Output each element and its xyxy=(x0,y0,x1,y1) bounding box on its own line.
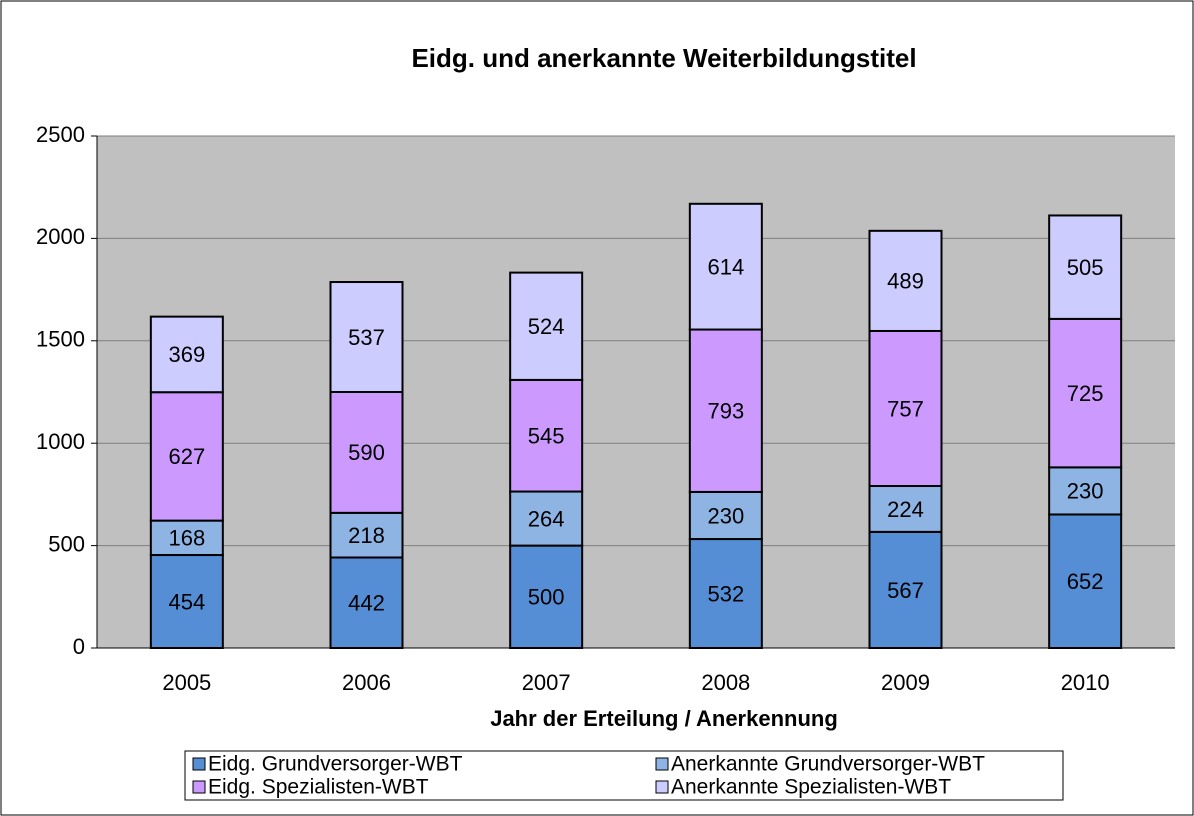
data-label: 590 xyxy=(348,440,385,465)
bar-segment xyxy=(688,538,763,649)
x-tick-label: 2007 xyxy=(522,670,571,695)
bar-segment xyxy=(509,544,584,649)
data-label: 218 xyxy=(348,523,385,548)
x-tick-label: 2006 xyxy=(342,670,391,695)
data-label: 532 xyxy=(707,581,744,606)
bar-segment xyxy=(1048,466,1123,516)
bar-segment xyxy=(329,556,404,649)
y-tick-label: 2500 xyxy=(36,122,85,147)
data-label: 757 xyxy=(887,396,924,421)
y-tick-label: 1000 xyxy=(36,429,85,454)
data-label: 793 xyxy=(707,399,744,424)
plot-area xyxy=(97,136,1175,648)
data-label: 489 xyxy=(887,269,924,294)
data-label: 545 xyxy=(528,424,565,449)
y-tick-label: 2000 xyxy=(36,224,85,249)
legend-label: Anerkannte Grundversorger-WBT xyxy=(671,753,985,776)
data-label: 524 xyxy=(528,314,565,339)
legend-label: Anerkannte Spezialisten-WBT xyxy=(671,776,951,799)
x-tick-label: 2009 xyxy=(881,670,930,695)
legend-label: Eidg. Spezialisten-WBT xyxy=(208,776,429,799)
data-label: 500 xyxy=(528,585,565,610)
data-label: 725 xyxy=(1067,381,1104,406)
bar-segment xyxy=(149,315,224,394)
x-axis-title: Jahr der Erteilung / Anerkennung xyxy=(490,706,838,731)
bar-segment xyxy=(149,554,224,650)
data-label: 652 xyxy=(1067,569,1104,594)
data-label: 627 xyxy=(168,444,205,469)
data-label: 369 xyxy=(168,342,205,367)
bar-segment xyxy=(868,229,943,332)
data-label: 505 xyxy=(1067,255,1104,280)
data-label: 230 xyxy=(707,503,744,528)
legend-swatch xyxy=(192,757,206,771)
bar-segment xyxy=(329,391,404,514)
bar-segment xyxy=(688,328,763,493)
bar-segment xyxy=(509,271,584,381)
data-label: 224 xyxy=(887,497,924,522)
bar-segment xyxy=(509,378,584,493)
bar-segment xyxy=(868,485,943,533)
y-tick-label: 1500 xyxy=(36,327,85,352)
bar-segment xyxy=(329,511,404,559)
legend-box xyxy=(184,750,1064,801)
legend-swatch xyxy=(655,757,669,771)
x-tick-label: 2010 xyxy=(1061,670,1110,695)
bar-segment xyxy=(1048,214,1123,320)
data-label: 168 xyxy=(168,526,205,551)
bar-segment xyxy=(1048,317,1123,469)
x-tick-label: 2005 xyxy=(162,670,211,695)
bar-segment xyxy=(868,530,943,650)
bar-segment xyxy=(688,490,763,541)
bar-segment xyxy=(149,519,224,557)
legend-swatch xyxy=(192,780,206,794)
bar-segment xyxy=(688,202,763,331)
y-tick-label: 0 xyxy=(73,634,85,659)
data-label: 454 xyxy=(168,589,205,614)
bar-segment xyxy=(329,281,404,393)
x-tick-label: 2008 xyxy=(701,670,750,695)
data-label: 537 xyxy=(348,325,385,350)
data-label: 230 xyxy=(1067,479,1104,504)
chart-title: Eidg. und anerkannte Weiterbildungstitel xyxy=(411,43,916,73)
data-label: 442 xyxy=(348,591,385,616)
bar-segment xyxy=(149,391,224,522)
legend-swatch xyxy=(655,780,669,794)
data-label: 567 xyxy=(887,578,924,603)
data-label: 264 xyxy=(528,506,565,531)
bar-segment xyxy=(868,329,943,488)
data-label: 614 xyxy=(707,254,744,279)
y-tick-label: 500 xyxy=(48,531,85,556)
legend-label: Eidg. Grundversorger-WBT xyxy=(208,753,463,776)
